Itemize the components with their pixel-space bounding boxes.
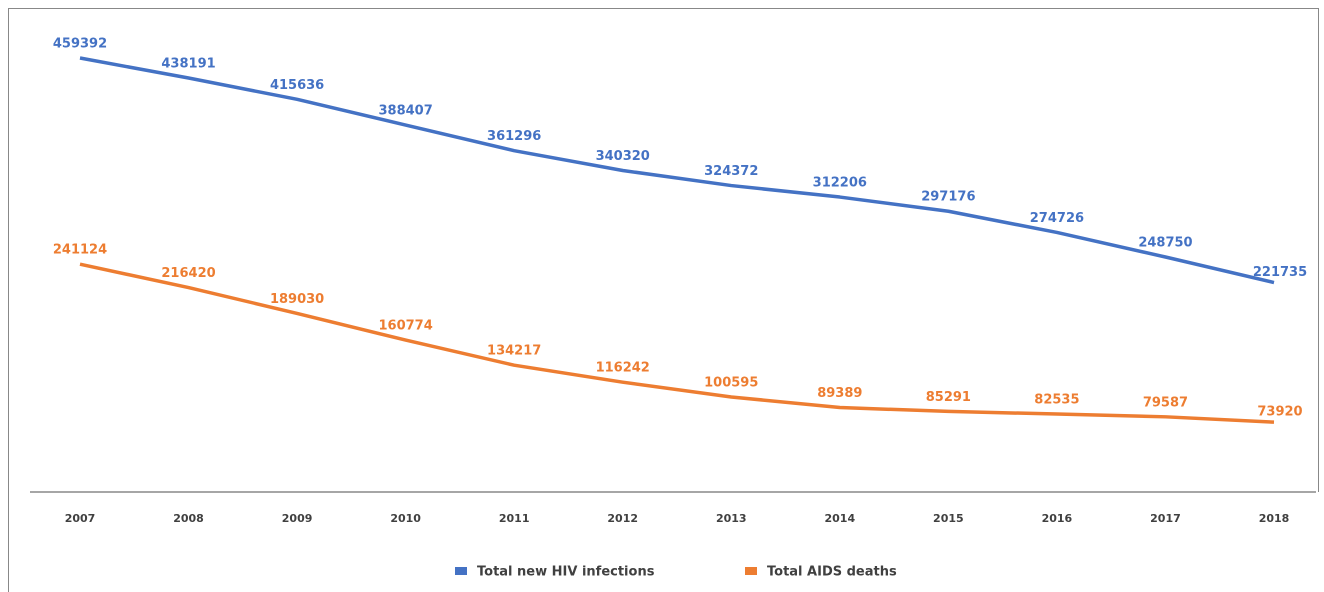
data-label: 361296 [487,129,541,144]
frame [8,8,1319,592]
x-tick-label: 2015 [933,512,964,525]
data-label: 459392 [53,37,107,52]
x-tick-label: 2014 [825,512,856,525]
legend-label: Total new HIV infections [477,565,655,580]
data-label: 100595 [704,375,758,390]
data-label: 221735 [1253,265,1307,280]
x-tick-label: 2017 [1150,512,1181,525]
data-label: 82535 [1034,393,1079,408]
legend-swatch [745,567,757,575]
data-label: 189030 [270,292,324,307]
x-tick-label: 2011 [499,512,530,525]
x-tick-label: 2016 [1042,512,1073,525]
data-label: 415636 [270,78,324,93]
x-tick-label: 2008 [173,512,204,525]
data-label: 438191 [161,57,215,72]
data-label: 297176 [921,190,975,205]
data-label: 274726 [1030,211,1084,226]
data-label: 248750 [1138,235,1192,250]
data-label: 85291 [926,390,971,405]
legend-swatch [455,567,467,575]
x-tick-label: 2010 [390,512,421,525]
x-tick-label: 2012 [607,512,638,525]
data-label: 312206 [813,176,867,191]
x-tick-label: 2009 [282,512,313,525]
data-label: 73920 [1257,405,1302,420]
legend-label: Total AIDS deaths [767,565,897,580]
x-tick-label: 2007 [65,512,96,525]
data-label: 241124 [53,243,107,258]
data-label: 116242 [596,361,650,376]
data-label: 160774 [378,319,432,334]
x-tick-label: 2018 [1259,512,1290,525]
data-label: 340320 [596,149,650,164]
data-label: 134217 [487,344,541,359]
series-line [79,262,1275,424]
data-label: 388407 [378,104,432,119]
data-label: 89389 [817,386,862,401]
data-label: 79587 [1143,395,1188,410]
data-label: 216420 [161,266,215,281]
series-line [79,56,1275,285]
data-label: 324372 [704,164,758,179]
x-tick-label: 2013 [716,512,747,525]
